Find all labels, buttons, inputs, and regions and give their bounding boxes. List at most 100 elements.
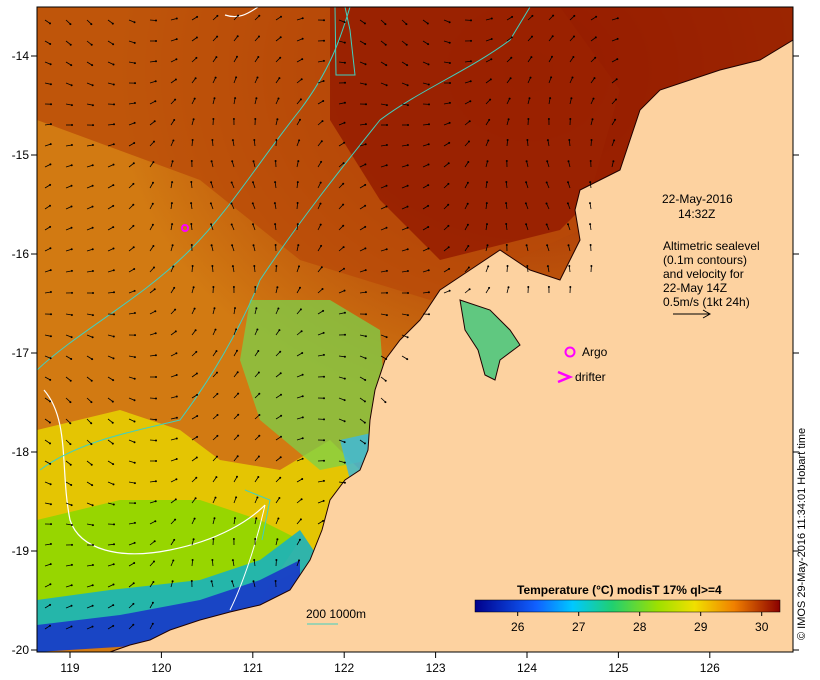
velocity-arrow-head	[175, 416, 178, 419]
velocity-arrow-head	[405, 43, 408, 46]
velocity-arrow	[190, 223, 193, 231]
velocity-arrow-head	[505, 181, 508, 183]
velocity-arrow-head	[406, 358, 409, 361]
velocity-arrow-head	[235, 76, 238, 79]
velocity-arrow	[546, 203, 550, 210]
velocity-arrow	[254, 435, 260, 441]
velocity-arrow-head	[275, 265, 278, 267]
velocity-arrow-head	[154, 500, 157, 503]
velocity-arrow-head	[595, 15, 598, 18]
velocity-arrow-head	[153, 120, 156, 123]
velocity-arrow-head	[112, 269, 115, 272]
colorbar-tick-label: 26	[511, 620, 525, 634]
velocity-arrow-head	[154, 354, 157, 357]
velocity-arrow-head	[274, 244, 277, 246]
velocity-arrow-head	[174, 518, 177, 521]
velocity-arrow-head	[386, 124, 388, 126]
velocity-arrow-head	[384, 401, 387, 404]
velocity-arrow-head	[216, 392, 219, 395]
velocity-arrow	[380, 355, 387, 360]
velocity-arrow-head	[547, 286, 550, 288]
velocity-arrow-head	[112, 143, 115, 146]
velocity-arrow	[443, 102, 450, 105]
velocity-arrow-head	[172, 139, 175, 142]
velocity-arrow-head	[236, 371, 239, 374]
velocity-arrow-head	[448, 267, 451, 270]
velocity-arrow-head	[91, 484, 94, 487]
velocity-arrow	[275, 98, 279, 105]
velocity-arrow-head	[545, 181, 548, 184]
velocity-arrow-head	[364, 225, 367, 228]
velocity-arrow-head	[257, 350, 260, 352]
drifter-legend-label: drifter	[575, 370, 606, 384]
velocity-arrow-head	[507, 118, 510, 121]
velocity-arrow-head	[364, 83, 367, 86]
altimetry-line-5: 0.5m/s (1kt 24h)	[663, 295, 750, 309]
velocity-arrow-head	[296, 223, 299, 226]
colorbar	[474, 599, 781, 613]
velocity-arrow-head	[49, 563, 52, 566]
velocity-arrow	[296, 119, 301, 126]
velocity-arrow-head	[49, 335, 52, 338]
velocity-arrow	[338, 246, 344, 252]
velocity-arrow-head	[363, 400, 366, 403]
velocity-arrow-head	[365, 313, 367, 316]
velocity-arrow-head	[252, 244, 255, 247]
velocity-arrow-head	[342, 246, 345, 249]
velocity-arrow-head	[319, 181, 322, 184]
velocity-arrow	[443, 225, 449, 231]
velocity-arrow	[401, 355, 408, 360]
velocity-arrow	[401, 103, 408, 106]
velocity-arrow-head	[258, 35, 260, 38]
velocity-arrow-head	[301, 37, 304, 40]
velocity-arrow-head	[468, 288, 471, 291]
velocity-arrow-head	[91, 64, 94, 67]
velocity-arrow	[170, 458, 177, 462]
velocity-arrow-head	[300, 330, 303, 333]
velocity-arrow	[128, 162, 135, 168]
velocity-arrow-head	[322, 499, 325, 502]
velocity-arrow-head	[299, 308, 302, 311]
velocity-arrow	[44, 61, 51, 65]
velocity-arrow	[44, 143, 51, 147]
velocity-arrow	[401, 185, 408, 189]
velocity-arrow	[44, 355, 51, 359]
velocity-arrow-head	[214, 76, 217, 79]
velocity-arrow-head	[428, 313, 430, 316]
velocity-arrow	[401, 334, 408, 338]
velocity-arrow-head	[195, 56, 198, 59]
velocity-arrow-head	[344, 333, 346, 336]
velocity-arrow-head	[49, 247, 52, 250]
velocity-arrow-head	[275, 559, 278, 561]
velocity-arrow	[210, 182, 214, 189]
velocity-arrow-head	[91, 104, 94, 107]
velocity-arrow-head	[212, 286, 215, 288]
velocity-arrow-head	[256, 328, 259, 331]
velocity-arrow	[317, 100, 324, 105]
velocity-arrow	[149, 418, 157, 421]
velocity-arrow	[86, 103, 93, 106]
velocity-arrow-head	[552, 14, 555, 17]
velocity-arrow-head	[49, 442, 51, 445]
lat-tick-label: -15	[12, 148, 30, 162]
velocity-arrow-head	[407, 124, 409, 126]
velocity-arrow	[170, 581, 173, 588]
velocity-arrow	[611, 58, 618, 63]
velocity-arrow	[170, 38, 177, 42]
velocity-arrow	[568, 265, 571, 273]
velocity-arrow-head	[274, 580, 277, 582]
velocity-arrow-head	[216, 434, 219, 437]
velocity-arrow-head	[545, 223, 548, 226]
velocity-arrow-head	[237, 14, 240, 17]
velocity-arrow-head	[467, 266, 470, 269]
velocity-arrow-head	[174, 308, 177, 311]
velocity-arrow	[149, 60, 157, 63]
velocity-arrow	[527, 15, 533, 21]
velocity-arrow-head	[70, 226, 73, 229]
velocity-arrow	[170, 374, 177, 378]
velocity-arrow	[128, 142, 135, 147]
velocity-arrow-head	[299, 286, 301, 289]
velocity-arrow	[65, 397, 71, 403]
velocity-arrow-head	[190, 160, 193, 162]
velocity-arrow-head	[505, 202, 508, 205]
